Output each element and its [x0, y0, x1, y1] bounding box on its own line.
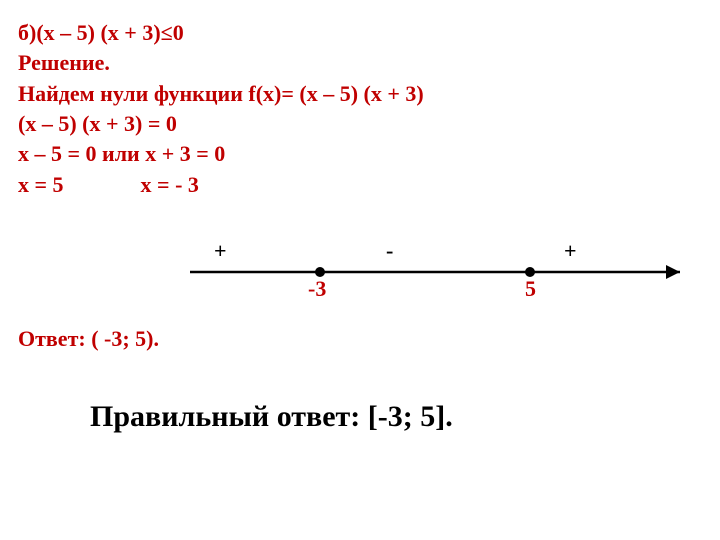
sign-left: +	[214, 238, 227, 264]
line-5: х – 5 = 0 или х + 3 = 0	[18, 139, 424, 169]
line-6: х = 5 х = - 3	[18, 170, 424, 200]
label-5: 5	[525, 276, 536, 302]
answer-line: Ответ: ( -3; 5).	[18, 326, 159, 352]
axis-arrow	[666, 265, 680, 279]
number-line-svg	[170, 232, 690, 312]
line-2: Решение.	[18, 48, 424, 78]
line-3: Найдем нули функции f(x)= (х – 5) (х + 3…	[18, 79, 424, 109]
correct-answer: Правильный ответ: [-3; 5].	[90, 400, 453, 434]
line-1: б)(х – 5) (х + 3)≤0	[18, 18, 424, 48]
sign-mid: -	[386, 238, 393, 264]
solution-block: б)(х – 5) (х + 3)≤0 Решение. Найдем нули…	[18, 18, 424, 200]
sign-right: +	[564, 238, 577, 264]
line-4: (х – 5) (х + 3) = 0	[18, 109, 424, 139]
number-line: + - + -3 5	[170, 232, 690, 312]
label-neg3: -3	[308, 276, 326, 302]
